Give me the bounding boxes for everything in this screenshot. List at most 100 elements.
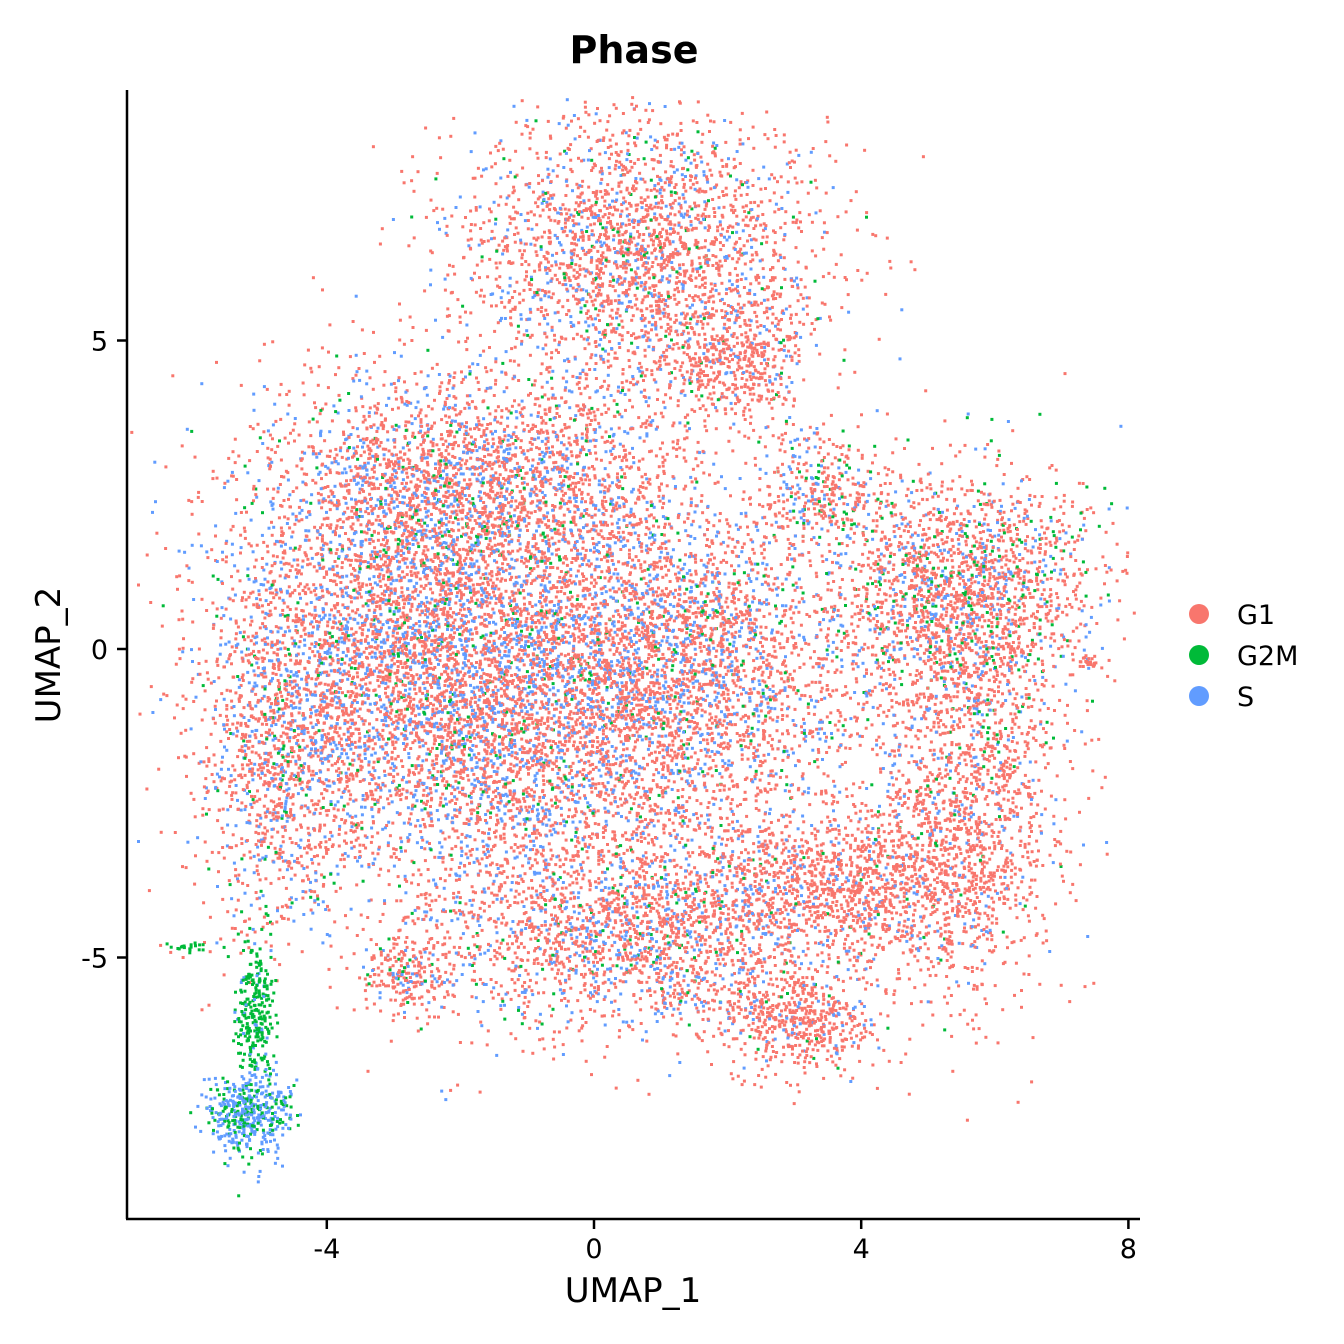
cell-point-g2m — [982, 575, 986, 579]
cell-point-g1 — [866, 824, 870, 828]
cell-point-g1 — [780, 677, 784, 681]
cell-point-s — [264, 854, 268, 858]
cell-point-g1 — [954, 805, 958, 809]
cell-point-g1 — [784, 1020, 788, 1024]
cell-point-g1 — [586, 492, 590, 496]
cell-point-g1 — [333, 592, 337, 596]
cell-point-g1 — [581, 589, 585, 593]
cell-point-g1 — [439, 717, 443, 721]
cell-point-g1 — [537, 633, 540, 637]
cell-point-g1 — [721, 244, 725, 247]
cell-point-g1 — [800, 230, 803, 233]
cell-point-s — [603, 667, 607, 671]
cell-point-g1 — [760, 909, 764, 913]
cell-point-s — [1048, 950, 1052, 953]
cell-point-g1 — [588, 888, 592, 892]
cell-point-s — [219, 643, 223, 647]
cell-point-g1 — [473, 223, 477, 227]
cell-point-g1 — [767, 1014, 771, 1018]
cell-point-g1 — [706, 1001, 710, 1005]
cell-point-g1 — [325, 454, 329, 458]
cell-point-s — [290, 535, 294, 539]
cell-point-g2m — [260, 1033, 264, 1037]
cell-point-g1 — [445, 990, 449, 994]
cell-point-g1 — [358, 976, 362, 980]
cell-point-g1 — [726, 669, 730, 673]
cell-point-g1 — [553, 338, 557, 342]
cell-point-g1 — [352, 1008, 356, 1012]
cell-point-g1 — [389, 587, 393, 591]
cell-point-s — [671, 940, 675, 943]
cell-point-g1 — [664, 547, 668, 550]
cell-point-g1 — [835, 900, 839, 903]
cell-point-g1 — [550, 967, 554, 971]
cell-point-g1 — [426, 548, 430, 552]
cell-point-g1 — [639, 196, 643, 200]
cell-point-g1 — [489, 210, 493, 214]
cell-point-g1 — [654, 768, 658, 772]
cell-point-g1 — [884, 598, 888, 602]
cell-point-s — [395, 578, 399, 582]
cell-point-g1 — [1046, 762, 1050, 766]
cell-point-g1 — [524, 582, 528, 586]
cell-point-g1 — [554, 759, 558, 763]
cell-point-s — [276, 710, 280, 714]
cell-point-g1 — [456, 518, 460, 521]
cell-point-s — [420, 808, 424, 812]
cell-point-s — [969, 944, 973, 948]
cell-point-g1 — [695, 873, 699, 877]
cell-point-g1 — [246, 659, 250, 663]
cell-point-s — [739, 993, 743, 996]
cell-point-g1 — [336, 642, 340, 646]
cell-point-g1 — [544, 815, 548, 819]
cell-point-g1 — [504, 578, 507, 582]
cell-point-g1 — [227, 657, 231, 661]
cell-point-s — [444, 617, 448, 621]
cell-point-g1 — [470, 812, 474, 816]
cell-point-s — [404, 688, 407, 692]
cell-point-s — [963, 922, 967, 926]
cell-point-g1 — [824, 791, 828, 795]
cell-point-g1 — [1095, 622, 1099, 625]
cell-point-g1 — [615, 507, 619, 511]
cell-point-g1 — [732, 812, 735, 816]
cell-point-g1 — [252, 499, 255, 503]
cell-point-g1 — [848, 958, 852, 962]
cell-point-s — [373, 769, 377, 773]
cell-point-g1 — [788, 814, 792, 818]
cell-point-g1 — [881, 742, 885, 746]
cell-point-g1 — [514, 120, 518, 124]
cell-point-g1 — [489, 482, 492, 485]
cell-point-g1 — [771, 434, 775, 438]
cell-point-g1 — [912, 506, 916, 510]
cell-point-g1 — [691, 731, 695, 735]
cell-point-g1 — [704, 610, 707, 614]
cell-point-s — [879, 552, 883, 556]
cell-point-g1 — [798, 1043, 802, 1047]
cell-point-g1 — [422, 671, 426, 675]
cell-point-g1 — [462, 759, 466, 763]
cell-point-g1 — [806, 947, 810, 951]
cell-point-s — [414, 406, 418, 410]
cell-point-g2m — [427, 752, 431, 756]
cell-point-s — [301, 652, 305, 656]
cell-point-g1 — [947, 852, 951, 856]
cell-point-g1 — [860, 453, 864, 457]
cell-point-s — [875, 409, 879, 413]
cell-point-g1 — [912, 924, 916, 928]
cell-point-g1 — [651, 883, 655, 887]
cell-point-g1 — [872, 492, 876, 496]
cell-point-g1 — [567, 739, 571, 743]
cell-point-g1 — [940, 480, 944, 484]
cell-point-g1 — [596, 960, 599, 964]
cell-point-g1 — [823, 1015, 827, 1018]
cell-point-g1 — [945, 882, 949, 886]
cell-point-g1 — [639, 716, 643, 720]
cell-point-s — [623, 277, 627, 281]
cell-point-g1 — [995, 634, 999, 638]
cell-point-g1 — [460, 832, 464, 836]
cell-point-g1 — [430, 512, 433, 516]
cell-point-s — [479, 490, 482, 494]
cell-point-g1 — [341, 603, 345, 607]
